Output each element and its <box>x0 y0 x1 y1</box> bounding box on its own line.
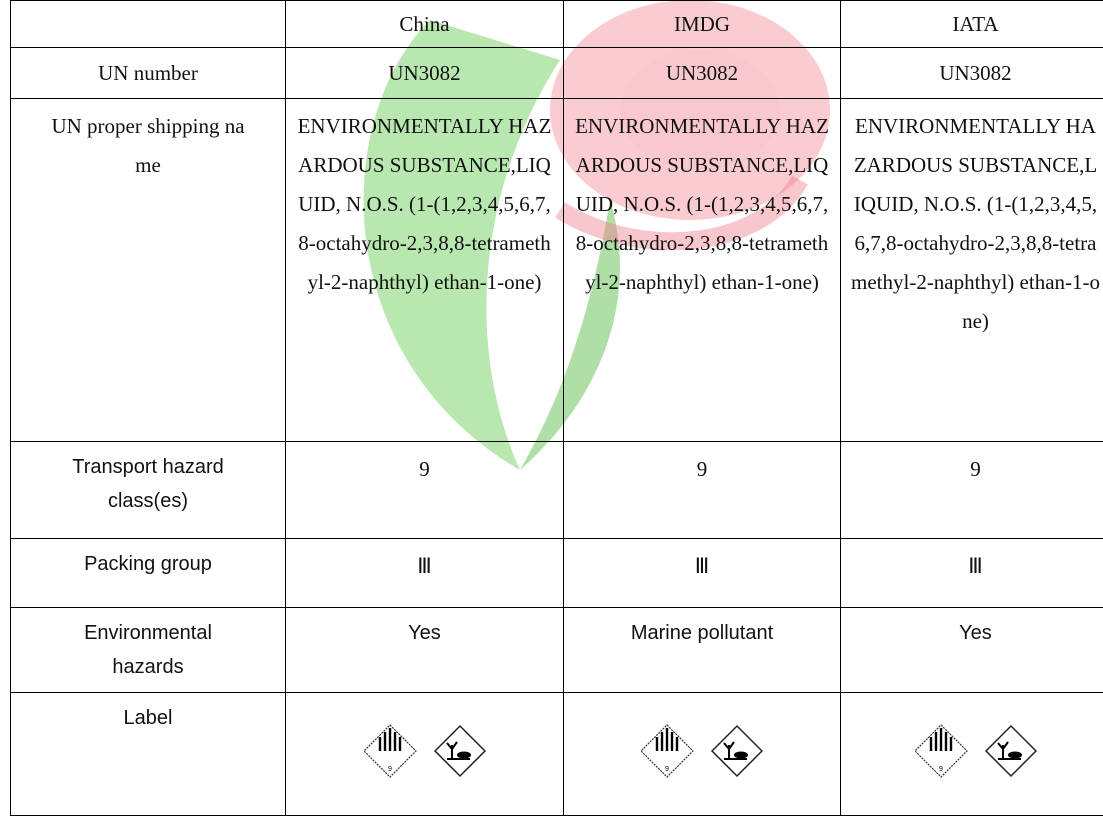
row-label: Environmental hazards <box>10 607 286 693</box>
svg-text:9: 9 <box>939 766 943 773</box>
cell: ENVIRONMENTALLY HAZARDOUS SUBSTANCE,LIQU… <box>285 98 564 442</box>
cell: ENVIRONMENTALLY HAZARDOUS SUBSTANCE,LIQU… <box>840 98 1103 442</box>
row: Label 9 9 9 <box>10 692 1103 816</box>
header-row: China IMDG IATA <box>10 0 1103 48</box>
row: Environmental hazards Yes Marine polluta… <box>10 607 1103 693</box>
row: Transport hazard class(es) 9 9 9 <box>10 441 1103 539</box>
environment-label <box>710 724 764 778</box>
row: Packing group Ⅲ Ⅲ Ⅲ <box>10 538 1103 608</box>
cell: UN3082 <box>563 47 841 99</box>
column-header: IMDG <box>563 0 841 48</box>
row-label: Label <box>10 692 286 816</box>
cell: UN3082 <box>840 47 1103 99</box>
column-header: IATA <box>840 0 1103 48</box>
label-cell: 9 <box>840 692 1103 816</box>
row-label: UN proper shipping name <box>10 98 286 442</box>
cell: 9 <box>563 441 841 539</box>
environment-label <box>433 724 486 778</box>
corner-cell <box>10 0 286 48</box>
row: UN number UN3082 UN3082 UN3082 <box>10 47 1103 99</box>
transport-table: China IMDG IATA UN number UN3082 UN3082 … <box>10 0 1103 816</box>
hazard-icons: 9 <box>296 723 553 779</box>
class9-label: 9 <box>640 724 694 778</box>
cell: UN3082 <box>285 47 564 99</box>
environment-label <box>984 724 1037 778</box>
class9-label: 9 <box>362 724 417 778</box>
cell: Ⅲ <box>563 538 841 608</box>
cell: Ⅲ <box>285 538 564 608</box>
label-cell: 9 <box>285 692 564 816</box>
row: UN proper shipping name ENVIRONMENTALLY … <box>10 98 1103 442</box>
row-label: Packing group <box>10 538 286 608</box>
cell: Ⅲ <box>840 538 1103 608</box>
column-header: China <box>285 0 564 48</box>
hazard-icons: 9 <box>851 723 1100 779</box>
class9-label: 9 <box>913 724 968 778</box>
row-label: Transport hazard class(es) <box>10 441 286 539</box>
cell: 9 <box>285 441 564 539</box>
cell: Yes <box>285 607 564 693</box>
svg-text:9: 9 <box>665 766 669 773</box>
svg-text:9: 9 <box>388 766 392 773</box>
hazard-icons: 9 <box>574 723 830 779</box>
cell: Marine pollutant <box>563 607 841 693</box>
cell: 9 <box>840 441 1103 539</box>
label-cell: 9 <box>563 692 841 816</box>
cell: ENVIRONMENTALLY HAZARDOUS SUBSTANCE,LIQU… <box>563 98 841 442</box>
row-label: UN number <box>10 47 286 99</box>
cell: Yes <box>840 607 1103 693</box>
